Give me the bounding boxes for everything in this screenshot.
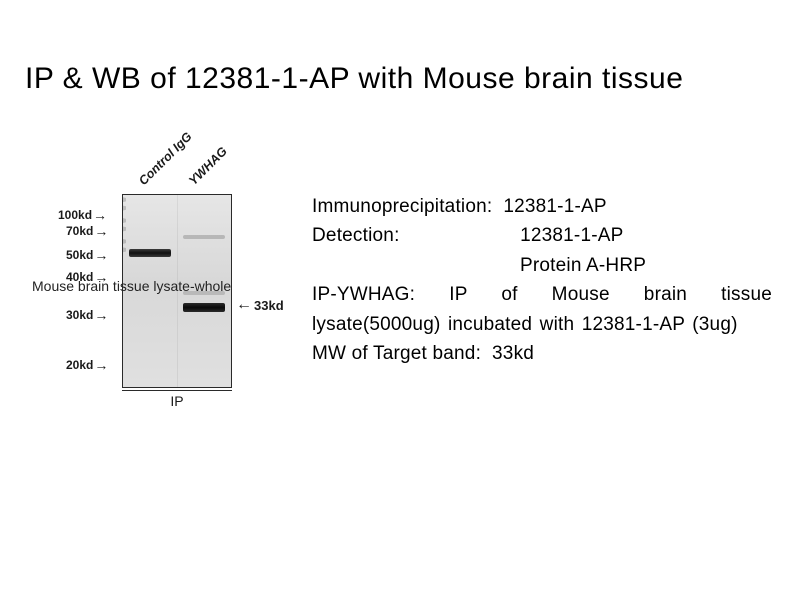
band-ywhag-33kd bbox=[183, 303, 225, 312]
detail-row: Detection: 12381-1-AP bbox=[312, 221, 772, 250]
target-band-weight: 33kd bbox=[254, 298, 284, 313]
arrow-right-icon: → bbox=[93, 208, 107, 222]
ladder-mark: 70kd→ bbox=[66, 224, 108, 238]
ladder-mark: 100kd→ bbox=[58, 208, 107, 222]
ladder-label: 50kd bbox=[66, 249, 93, 261]
arrow-right-icon: → bbox=[94, 358, 108, 372]
detail-label: Immunoprecipitation: bbox=[312, 196, 492, 217]
band-faint bbox=[183, 235, 225, 239]
ladder-label: 100kd bbox=[58, 209, 92, 221]
detail-row: Protein A-HRP bbox=[312, 251, 772, 280]
detail-value: 12381-1-AP bbox=[503, 196, 606, 217]
detail-row: Immunoprecipitation: 12381-1-AP bbox=[312, 192, 772, 221]
ladder-mark: 50kd→ bbox=[66, 248, 108, 262]
blot-caption: Mouse brain tissue lysate-whole bbox=[32, 278, 231, 294]
band-control-igg bbox=[129, 249, 171, 257]
lane-label-ywhag: YWHAG bbox=[186, 144, 230, 188]
arrow-right-icon: → bbox=[94, 308, 108, 322]
lane-label-control: Control IgG bbox=[136, 129, 195, 188]
ladder-mark: 30kd→ bbox=[66, 308, 108, 322]
lane-labels-group: Control IgG YWHAG bbox=[142, 140, 292, 200]
experiment-details: Immunoprecipitation: 12381-1-AP Detectio… bbox=[312, 192, 772, 369]
arrow-right-icon: → bbox=[94, 224, 108, 238]
detail-label: Detection: bbox=[312, 225, 400, 246]
ladder-label: 20kd bbox=[66, 359, 93, 371]
target-band-pointer: ← 33kd bbox=[236, 296, 284, 314]
detail-row: MW of Target band: 33kd bbox=[312, 339, 772, 368]
ip-lane-label: IP bbox=[122, 390, 232, 409]
ladder-mark: 20kd→ bbox=[66, 358, 108, 372]
detail-description: IP-YWHAG: IP of Mouse brain tissue lysat… bbox=[312, 280, 772, 339]
detail-label: MW of Target band: bbox=[312, 343, 481, 364]
arrow-right-icon: → bbox=[94, 248, 108, 262]
ladder-label: 30kd bbox=[66, 309, 93, 321]
detail-value: 33kd bbox=[492, 343, 534, 364]
detail-value: 12381-1-AP bbox=[520, 225, 623, 246]
watermark-text: WWW.PTGLAB.COM bbox=[122, 194, 132, 255]
arrow-left-icon: ← bbox=[236, 296, 252, 314]
ladder-label: 70kd bbox=[66, 225, 93, 237]
detail-value: Protein A-HRP bbox=[520, 255, 646, 276]
figure-title: IP & WB of 12381-1-AP with Mouse brain t… bbox=[25, 62, 683, 96]
